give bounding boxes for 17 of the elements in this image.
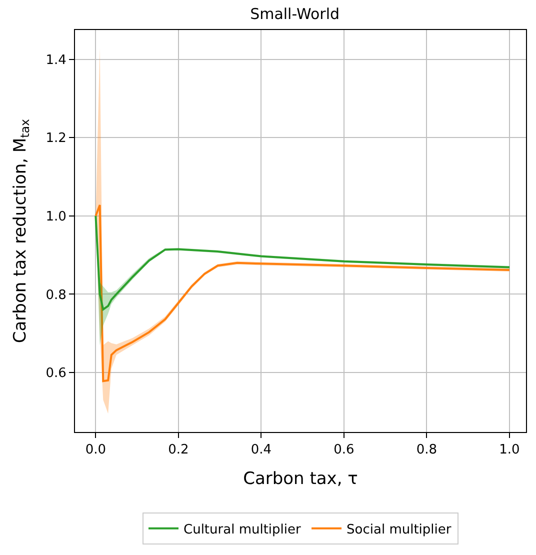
x-tick-label: 0.0 <box>85 442 106 458</box>
y-tick-label: 1.2 <box>46 131 66 146</box>
x-tick-label: 0.2 <box>168 442 189 458</box>
legend-label: Social multiplier <box>346 522 452 538</box>
y-tick-label: 0.8 <box>46 288 66 303</box>
x-tick-label: 0.6 <box>334 442 354 458</box>
x-tick-label: 0.4 <box>250 442 272 458</box>
line-series <box>94 214 510 310</box>
y-tick-label: 1.4 <box>46 52 66 68</box>
y-tick-label: 0.6 <box>46 366 66 382</box>
chart-title: Small-World <box>250 4 340 23</box>
x-tick-label: 0.8 <box>416 442 438 458</box>
x-tick-label: 1.0 <box>499 442 520 458</box>
legend-label: Cultural multiplier <box>184 522 302 538</box>
x-axis-title: Carbon tax, τ <box>243 469 358 489</box>
y-tick-label: 1.0 <box>46 209 66 224</box>
line-series <box>94 204 510 382</box>
